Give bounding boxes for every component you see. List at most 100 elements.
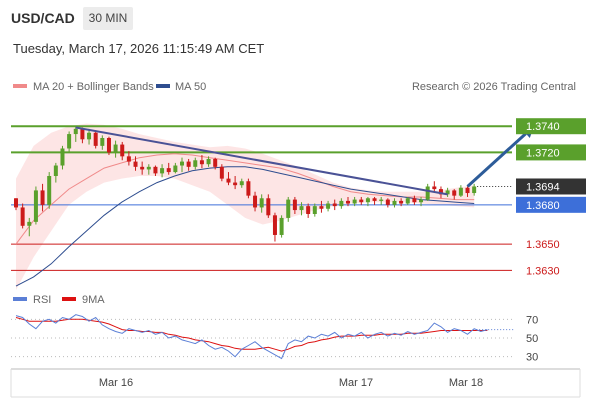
key-levels bbox=[11, 125, 512, 271]
candle-body bbox=[213, 158, 218, 167]
rsi-legend: RSI 9MA bbox=[13, 294, 105, 306]
candle-body bbox=[166, 168, 171, 173]
candle-body bbox=[359, 199, 364, 203]
candle-body bbox=[206, 158, 211, 165]
candle-body bbox=[160, 168, 165, 174]
candle-body bbox=[365, 198, 370, 203]
bollinger-bands bbox=[16, 123, 475, 290]
level-tag-1.3680 bbox=[516, 196, 586, 213]
candle-body bbox=[445, 190, 450, 195]
candle-body bbox=[458, 187, 463, 196]
rsi-ma-line bbox=[15, 317, 488, 352]
candle-body bbox=[186, 161, 191, 167]
candle-body bbox=[326, 203, 331, 209]
candle-body bbox=[452, 190, 457, 196]
ma50-legend-label: MA 50 bbox=[175, 81, 206, 93]
candle-body bbox=[140, 166, 145, 170]
candle-body bbox=[47, 176, 52, 205]
candle-body bbox=[133, 161, 138, 167]
level-label-1.3630: 1.3630 bbox=[526, 265, 560, 277]
forecast-arrow-shaft bbox=[466, 132, 527, 188]
candle-body bbox=[405, 198, 410, 204]
candle-body bbox=[40, 190, 45, 205]
symbol-title: USD/CAD bbox=[11, 10, 75, 26]
rsi-ma-legend-swatch bbox=[62, 297, 76, 301]
candle-body bbox=[80, 128, 85, 140]
candle-body bbox=[20, 207, 25, 226]
candle-body bbox=[332, 203, 337, 207]
rsi-legend-label: RSI bbox=[33, 294, 51, 306]
candle-body bbox=[372, 198, 377, 201]
candle-body bbox=[53, 165, 58, 176]
rsi-ma-legend-label: 9MA bbox=[82, 294, 105, 306]
rsi-panel: 70 50 30 bbox=[11, 314, 538, 364]
x-axis: Mar 16 Mar 17 Mar 18 bbox=[10, 368, 581, 398]
candle-body bbox=[219, 166, 224, 179]
candles bbox=[14, 126, 477, 242]
level-labels: 1.3740 1.3720 1.3680 1.3650 1.3630 1.3694 bbox=[516, 118, 586, 277]
candle-body bbox=[239, 181, 244, 186]
candle-body bbox=[173, 165, 178, 173]
price-legend: MA 20 + Bollinger Bands MA 50 bbox=[13, 81, 206, 93]
candle-body bbox=[27, 221, 32, 226]
candle-body bbox=[279, 217, 284, 235]
candle-body bbox=[153, 166, 158, 174]
candle-body bbox=[385, 199, 390, 205]
candle-body bbox=[246, 181, 251, 196]
candle-body bbox=[73, 128, 78, 135]
candle-body bbox=[419, 199, 424, 203]
timestamp: Tuesday, March 17, 2026 11:15:49 AM CET bbox=[13, 41, 265, 56]
timeframe-button[interactable]: 30 MIN bbox=[83, 7, 133, 30]
candle-body bbox=[299, 206, 304, 211]
current-price-label: 1.3694 bbox=[526, 181, 560, 193]
rsi-tick-label: 70 bbox=[526, 314, 538, 326]
candle-body bbox=[272, 215, 277, 235]
rsi-tick-label: 50 bbox=[526, 333, 538, 345]
level-label-1.3720: 1.3720 bbox=[526, 147, 560, 159]
candle-body bbox=[266, 198, 271, 216]
ma50-line bbox=[15, 166, 475, 287]
candle-body bbox=[306, 206, 311, 214]
candle-body bbox=[193, 160, 198, 167]
candle-body bbox=[33, 190, 38, 222]
candle-body bbox=[146, 166, 151, 170]
candle-body bbox=[106, 138, 111, 153]
candle-body bbox=[67, 134, 72, 149]
ma50-legend-swatch bbox=[156, 84, 170, 88]
candle-body bbox=[379, 199, 384, 201]
current-price-tag bbox=[516, 178, 586, 195]
candle-body bbox=[286, 199, 291, 218]
moving-averages bbox=[15, 153, 475, 287]
candle-body bbox=[472, 186, 477, 194]
candle-body bbox=[253, 195, 258, 208]
candle-body bbox=[14, 198, 18, 208]
chart-header: USD/CAD 30 MIN bbox=[0, 0, 590, 38]
x-tick-label: Mar 18 bbox=[449, 377, 483, 389]
level-tag-1.3740 bbox=[516, 118, 586, 135]
candle-body bbox=[412, 198, 417, 203]
ma20-legend-label: MA 20 + Bollinger Bands bbox=[33, 81, 154, 93]
rsi-legend-swatch bbox=[13, 297, 27, 301]
candle-body bbox=[399, 200, 404, 204]
candle-body bbox=[312, 206, 317, 214]
rsi-line bbox=[15, 314, 488, 360]
level-label-1.3740: 1.3740 bbox=[526, 121, 560, 133]
candle-body bbox=[120, 144, 125, 157]
rsi-tick-label: 30 bbox=[526, 352, 538, 364]
candle-body bbox=[465, 187, 470, 194]
candle-body bbox=[438, 189, 443, 195]
candle-body bbox=[319, 206, 324, 209]
candle-body bbox=[100, 138, 105, 146]
candle-body bbox=[233, 182, 238, 186]
candle-body bbox=[432, 186, 437, 190]
level-label-1.3650: 1.3650 bbox=[526, 239, 560, 251]
candle-body bbox=[113, 144, 118, 153]
x-tick-label: Mar 17 bbox=[339, 377, 373, 389]
candle-body bbox=[292, 199, 297, 211]
candle-body bbox=[226, 178, 231, 183]
candle-body bbox=[126, 156, 131, 162]
level-label-1.3680: 1.3680 bbox=[526, 200, 560, 212]
x-tick-label: Mar 16 bbox=[99, 377, 133, 389]
candle-body bbox=[199, 160, 204, 165]
